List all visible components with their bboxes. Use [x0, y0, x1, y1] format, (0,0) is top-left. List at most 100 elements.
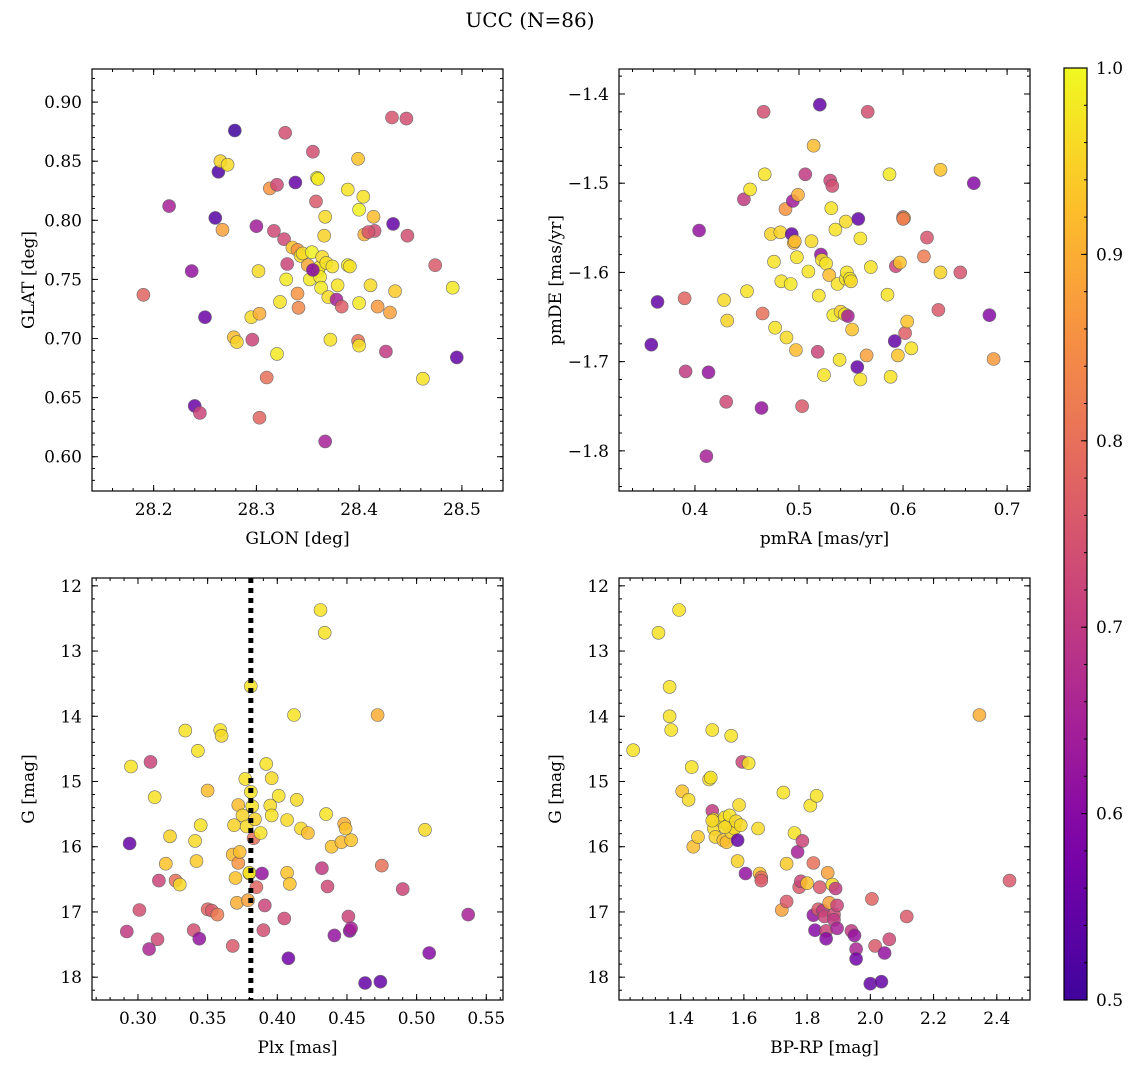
data-point: [351, 152, 365, 166]
data-point: [334, 299, 349, 314]
data-point: [986, 352, 1001, 366]
data-point: [684, 760, 699, 774]
y-tick-label: 14: [60, 707, 82, 727]
data-point: [147, 790, 162, 805]
data-point: [933, 163, 948, 177]
data-point: [279, 272, 294, 287]
data-point: [820, 865, 835, 880]
data-point: [252, 306, 267, 321]
y-tick-label: 0.65: [44, 389, 82, 409]
data-point: [120, 924, 134, 939]
data-point: [366, 210, 381, 224]
y-tick-label: 16: [587, 838, 609, 858]
data-point: [779, 330, 794, 345]
data-point: [779, 894, 794, 909]
data-point: [277, 232, 291, 246]
data-point: [681, 792, 696, 807]
data-point: [150, 932, 165, 947]
data-point: [853, 372, 868, 387]
data-point: [811, 288, 826, 303]
y-tick-label: 0.85: [44, 152, 82, 172]
data-point: [253, 826, 268, 840]
data-point: [271, 788, 286, 803]
data-point: [626, 743, 641, 758]
data-point: [732, 798, 746, 812]
data-point: [741, 756, 756, 771]
data-point: [847, 928, 862, 943]
data-point: [270, 347, 284, 361]
data-point: [801, 264, 816, 279]
x-tick-label: 0.30: [119, 1009, 157, 1029]
data-point: [356, 189, 371, 204]
data-point: [812, 880, 827, 895]
data-point: [740, 284, 754, 299]
data-point: [343, 259, 357, 274]
data-point: [188, 834, 202, 848]
y-tick-label: 16: [60, 838, 82, 858]
data-point: [664, 723, 679, 737]
data-point: [282, 877, 297, 891]
data-point: [860, 105, 875, 119]
data-point: [178, 723, 193, 738]
x-tick-label: 2.4: [983, 1009, 1010, 1029]
data-point: [738, 866, 753, 881]
data-point: [828, 881, 843, 896]
data-point: [883, 369, 898, 384]
data-point: [461, 907, 476, 922]
data-point: [898, 326, 912, 340]
data-point: [418, 822, 432, 837]
x-tick-label: 1.4: [667, 1009, 694, 1029]
data-point: [189, 854, 204, 868]
data-point: [828, 222, 843, 237]
colorbar-gradient: [1063, 67, 1088, 1001]
data-point: [363, 278, 378, 293]
colorbar-tick-label: 0.9: [1096, 245, 1123, 265]
data-point: [644, 337, 659, 352]
data-point: [370, 708, 385, 722]
data-point: [152, 873, 166, 888]
y-tick-label: −1.6: [568, 263, 609, 283]
data-point: [812, 97, 827, 112]
data-point: [757, 167, 772, 182]
data-point: [193, 818, 208, 833]
data-point: [249, 219, 264, 233]
axes-frame: [618, 577, 1031, 1001]
data-point: [724, 728, 739, 743]
data-point: [162, 199, 176, 213]
data-point: [678, 364, 693, 379]
data-point: [845, 322, 859, 337]
data-point: [317, 228, 332, 243]
y-tick-label: 15: [60, 772, 82, 792]
x-tick-label: 28.3: [237, 500, 275, 520]
y-tick-label: 18: [60, 968, 82, 988]
data-point: [210, 907, 225, 922]
data-point: [273, 295, 287, 309]
data-point: [703, 770, 718, 785]
data-point: [849, 952, 863, 966]
data-point: [719, 394, 734, 409]
data-point: [281, 951, 296, 966]
data-point: [806, 856, 821, 870]
y-tick-label: 0.75: [44, 270, 82, 290]
data-point: [241, 893, 255, 908]
data-point: [228, 123, 242, 138]
data-point: [256, 923, 271, 938]
data-point: [874, 974, 889, 989]
data-point: [379, 344, 393, 359]
data-point: [198, 310, 212, 325]
data-point: [830, 898, 844, 913]
data-point: [672, 603, 686, 617]
data-point: [220, 157, 235, 172]
data-point: [383, 305, 397, 320]
y-tick-label: 0.90: [44, 93, 82, 113]
data-point: [853, 231, 868, 246]
data-point: [311, 172, 325, 186]
x-tick-label: 2.2: [920, 1009, 947, 1029]
data-point: [891, 348, 905, 363]
x-axis-label: GLON [deg]: [245, 529, 349, 549]
data-point: [931, 303, 946, 317]
y-tick-label: 13: [587, 642, 609, 662]
data-point: [280, 813, 294, 827]
y-tick-label: −1.7: [568, 353, 609, 373]
colorbar-tick-label: 0.8: [1096, 432, 1123, 452]
